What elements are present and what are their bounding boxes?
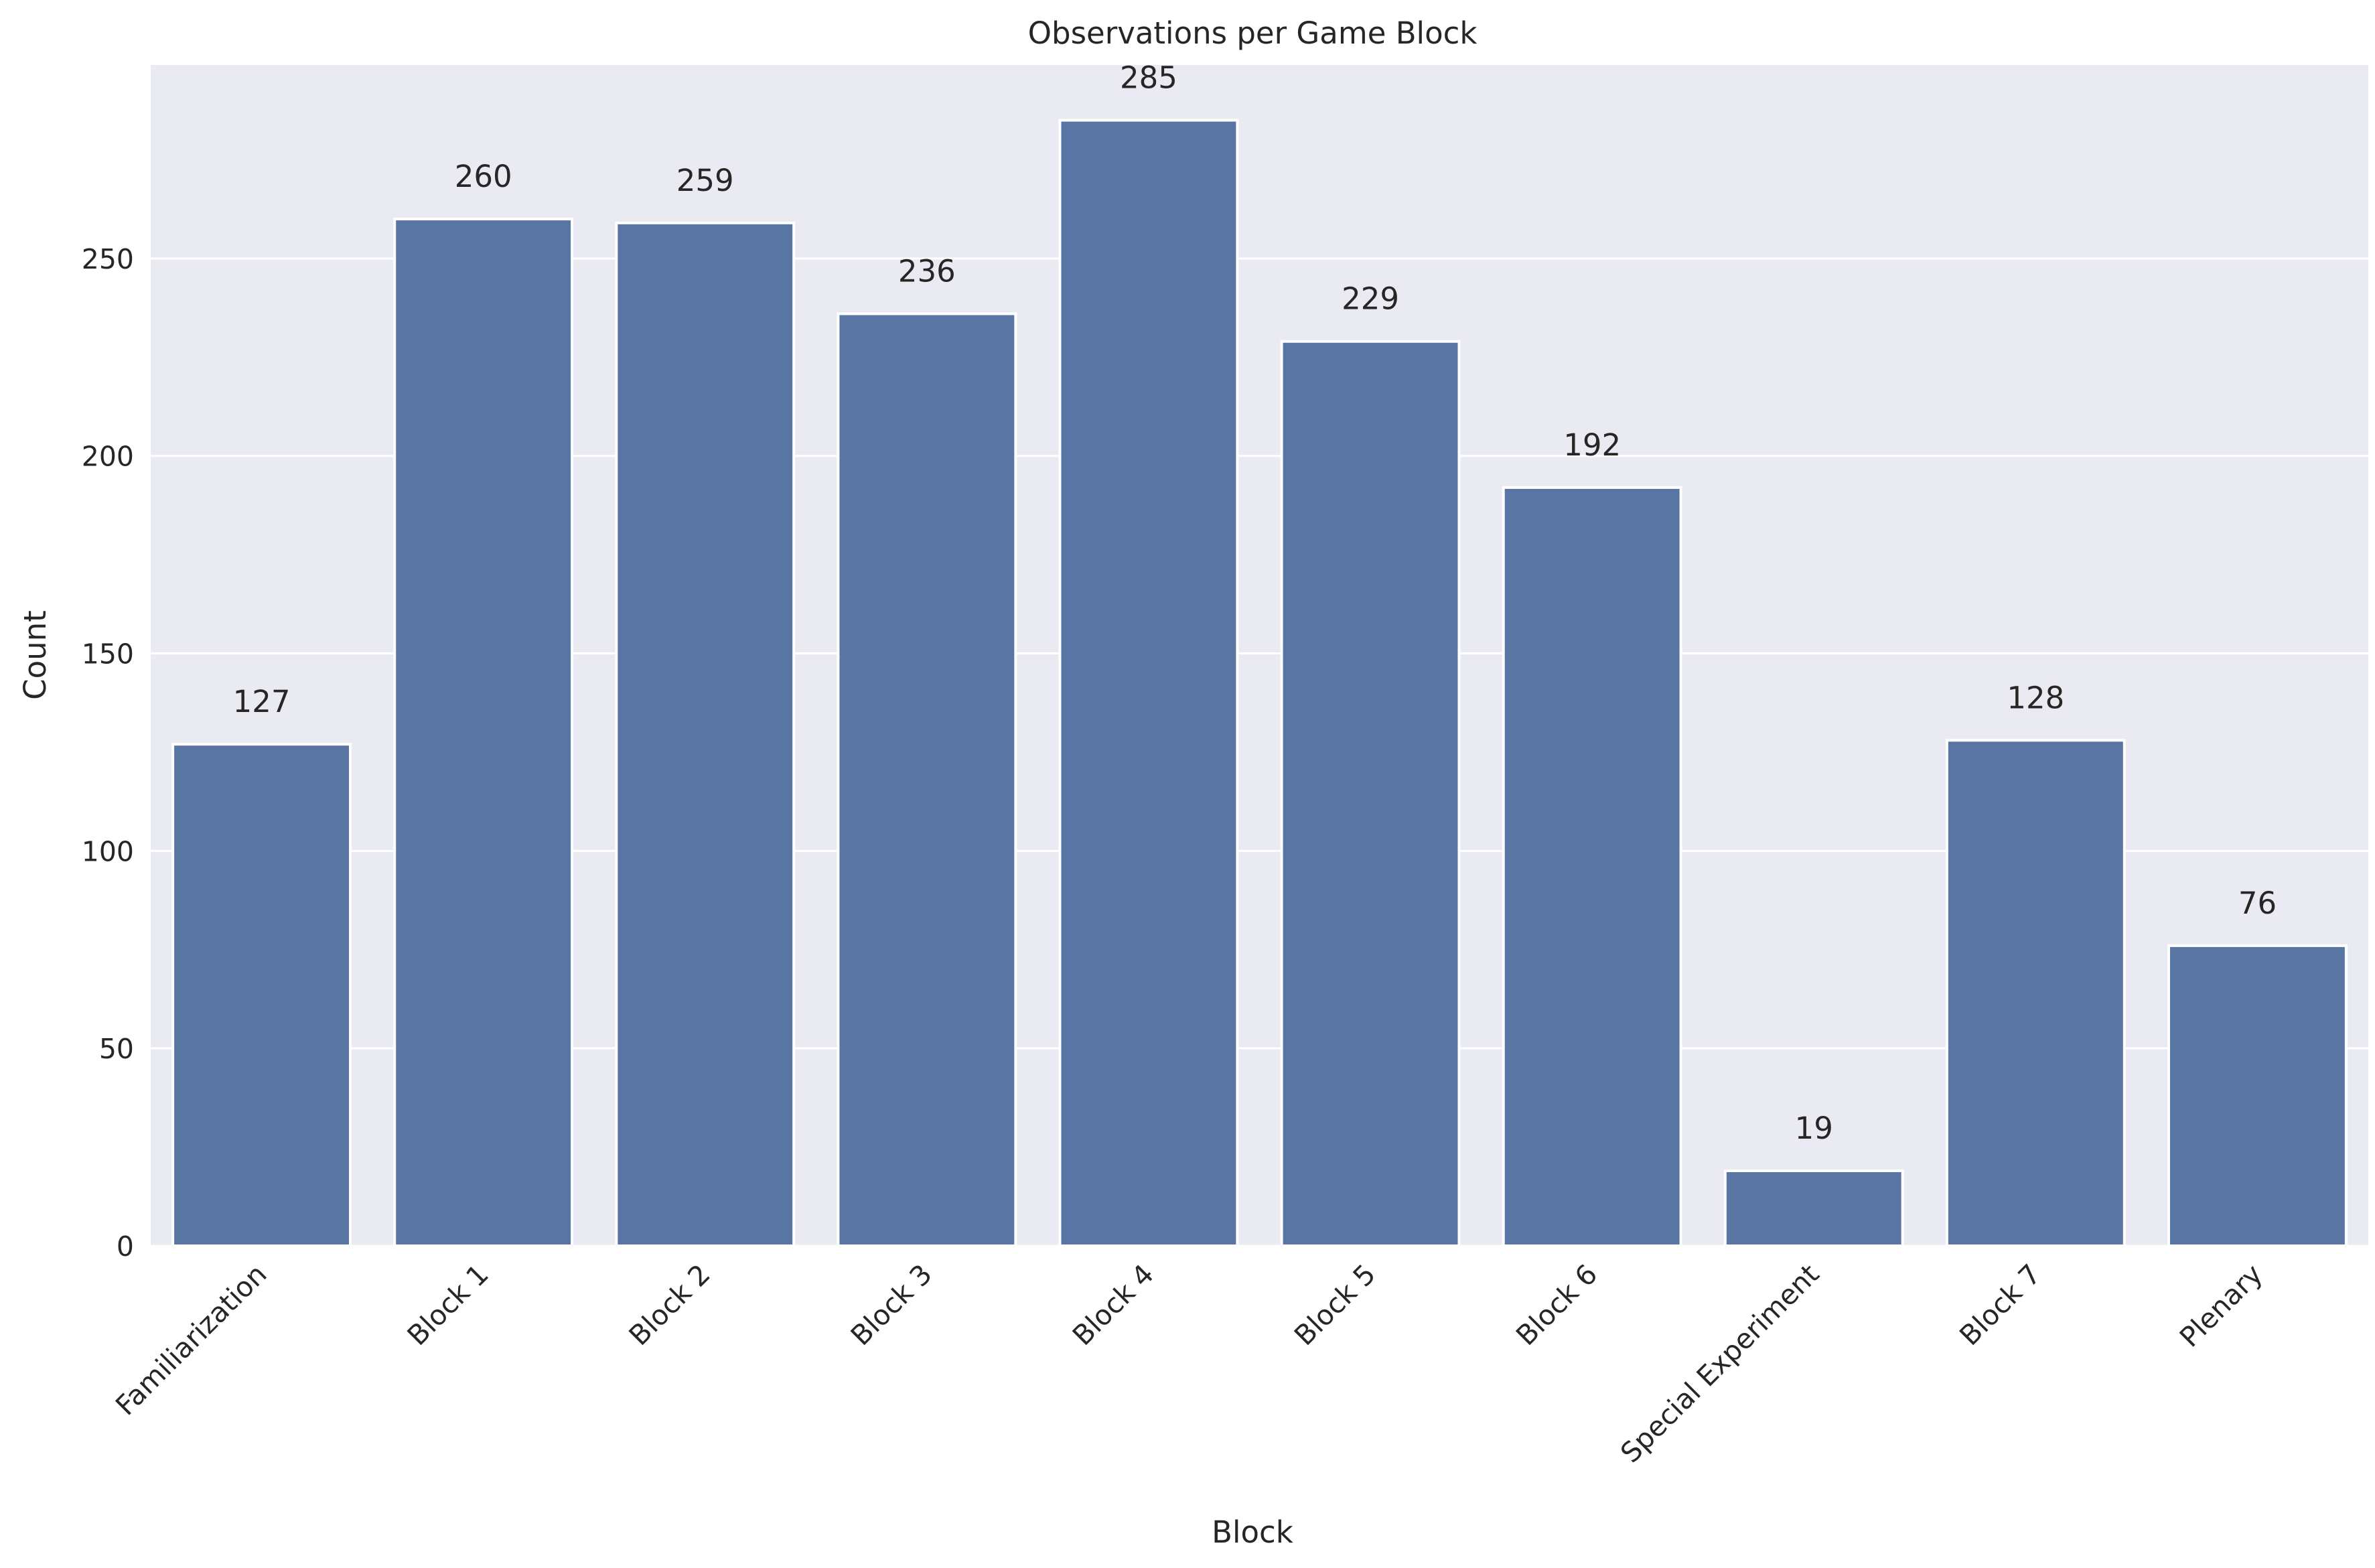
x-tick-label: Block 5 bbox=[1288, 1258, 1382, 1352]
x-tick-label: Special Experiment bbox=[1614, 1258, 1825, 1469]
bar bbox=[1723, 1169, 1904, 1247]
y-tick-label: 150 bbox=[82, 638, 134, 670]
y-axis-label: Count bbox=[17, 610, 53, 700]
bar bbox=[1058, 119, 1239, 1248]
bar-value-label: 229 bbox=[1342, 281, 1399, 317]
bar-value-label: 236 bbox=[898, 253, 956, 289]
bar-value-label: 260 bbox=[455, 159, 512, 194]
x-tick-labels: Familiarization Block 1 Block 2 Block 3 Bloc… bbox=[109, 1258, 2269, 1469]
x-tick-label: Block 4 bbox=[1066, 1258, 1160, 1352]
x-axis-label: Block bbox=[1212, 1514, 1293, 1550]
bar-value-label: 192 bbox=[1563, 427, 1621, 463]
bar-value-label: 259 bbox=[676, 163, 734, 198]
chart-title: Observations per Game Block bbox=[1028, 15, 1478, 51]
y-tick-label: 50 bbox=[99, 1033, 134, 1065]
bar-value-label: 127 bbox=[233, 684, 291, 719]
y-tick-label: 0 bbox=[117, 1230, 134, 1263]
x-tick-label: Block 6 bbox=[1510, 1258, 1603, 1352]
x-tick-label: Block 2 bbox=[623, 1258, 717, 1352]
bar-value-label: 128 bbox=[2007, 680, 2064, 715]
bar bbox=[393, 217, 574, 1247]
x-tick-label: Familiarization bbox=[109, 1258, 273, 1421]
x-tick-label: Block 1 bbox=[401, 1258, 495, 1352]
x-tick-label: Block 3 bbox=[845, 1258, 938, 1352]
x-tick-label: Block 7 bbox=[1953, 1258, 2047, 1352]
bar-value-label: 285 bbox=[1120, 60, 1177, 96]
bar-value-label: 76 bbox=[2238, 885, 2277, 921]
data-labels: 127 260 259 236 285 229 192 19 128 76 bbox=[233, 60, 2277, 1146]
bar bbox=[171, 743, 352, 1247]
bar bbox=[837, 312, 1017, 1247]
x-tick-label: Plenary bbox=[2173, 1258, 2269, 1354]
bar bbox=[615, 221, 796, 1248]
bars bbox=[171, 119, 2348, 1248]
y-tick-label: 200 bbox=[82, 441, 134, 473]
bar-value-label: 19 bbox=[1795, 1111, 1833, 1146]
y-tick-label: 250 bbox=[82, 243, 134, 275]
bar bbox=[2167, 944, 2348, 1248]
bar bbox=[1280, 340, 1461, 1248]
bar bbox=[1502, 486, 1682, 1247]
bar bbox=[1945, 739, 2126, 1247]
y-tick-labels: 0 50 100 150 200 250 bbox=[82, 243, 134, 1263]
y-tick-label: 100 bbox=[82, 835, 134, 867]
